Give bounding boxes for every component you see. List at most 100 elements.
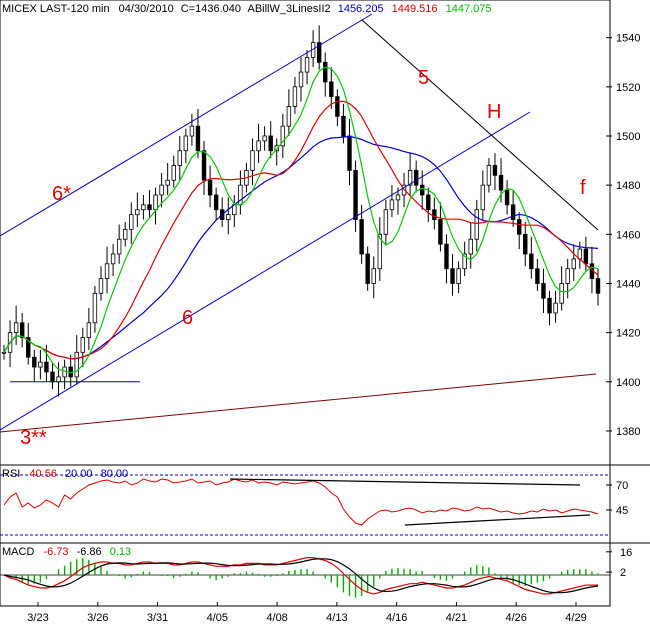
candle-body xyxy=(147,204,152,211)
candle-body xyxy=(498,174,504,191)
macd-value: -6.73 xyxy=(43,546,68,558)
candle-body xyxy=(486,165,492,186)
price-tick-label: 1380 xyxy=(616,426,640,438)
macd-signal-value: -6.86 xyxy=(77,546,102,558)
candle-body xyxy=(565,268,570,284)
ma-line-red xyxy=(3,100,599,360)
candle-body xyxy=(56,376,61,383)
x-tick-label: 4/29 xyxy=(565,612,586,624)
price-tick-label: 1480 xyxy=(616,180,640,192)
chart-date: 04/30/2010 xyxy=(119,3,174,15)
chart-title: MICEX LAST-120 min xyxy=(2,3,110,15)
candle-body xyxy=(341,115,346,137)
candle-body xyxy=(389,199,395,211)
x-tick-label: 3/31 xyxy=(147,612,168,624)
candle-body xyxy=(553,302,558,314)
rsi-low-level: 20.00 xyxy=(65,468,93,480)
candle-body xyxy=(207,179,213,196)
candle-body xyxy=(504,189,510,206)
indicator-value-green: 1447.075 xyxy=(446,3,492,15)
candle-body xyxy=(129,214,134,230)
x-tick-label: 4/26 xyxy=(506,612,527,624)
chart-header: MICEX LAST-120 min 04/30/2010 C=1436.040… xyxy=(2,3,492,15)
candle-body xyxy=(135,209,140,216)
candle-body xyxy=(98,278,104,294)
support-line xyxy=(0,373,597,433)
candle-body xyxy=(292,86,298,107)
candle-body xyxy=(371,268,376,284)
x-tick-label: 4/21 xyxy=(446,612,467,624)
x-tick-label: 4/08 xyxy=(266,612,287,624)
candle-body xyxy=(541,283,546,299)
candle-body xyxy=(298,71,304,88)
candle-body xyxy=(86,322,92,338)
candle-body xyxy=(413,170,419,186)
candle-body xyxy=(353,170,358,220)
candle-body xyxy=(395,194,401,201)
candle-body xyxy=(1,351,7,354)
rsi-layer xyxy=(0,474,610,536)
candle-body xyxy=(110,253,116,265)
ma-line-blue xyxy=(3,135,599,360)
price-tick-label: 1500 xyxy=(616,131,640,143)
price-layer xyxy=(0,13,601,433)
candle-body xyxy=(583,248,589,265)
candle-body xyxy=(213,194,219,211)
x-tick-label: 3/26 xyxy=(87,612,108,624)
candle-body xyxy=(165,179,170,186)
candle-body xyxy=(238,184,243,206)
candle-body xyxy=(92,292,98,324)
candle-body xyxy=(383,209,389,235)
candle-body xyxy=(432,209,437,220)
candle-body xyxy=(444,243,449,270)
x-tick-label: 4/05 xyxy=(207,612,228,624)
candle-body xyxy=(316,42,322,63)
candle-body xyxy=(595,278,601,294)
candle-body xyxy=(529,253,534,270)
channel-line-upper xyxy=(0,13,373,237)
rsi-trend-lower xyxy=(404,514,591,526)
annotation-5: 5 xyxy=(418,67,429,89)
annotation-6-star: 6* xyxy=(52,183,71,205)
macd-tick-label: 2 xyxy=(620,567,626,579)
candle-body xyxy=(183,135,189,152)
candle-body xyxy=(407,170,413,186)
candle-body xyxy=(426,194,431,211)
macd-layer xyxy=(0,557,610,598)
candle-body xyxy=(201,150,207,181)
candle-body xyxy=(19,322,25,338)
candle-body xyxy=(74,351,79,378)
rsi-header: RSI 40.56 20.00 80.00 xyxy=(2,468,128,480)
x-tick-label: 4/16 xyxy=(386,612,407,624)
candle-body xyxy=(523,233,528,255)
candle-body xyxy=(195,125,201,152)
macd-tick-label: 16 xyxy=(620,547,632,559)
candle-body xyxy=(50,371,55,383)
rsi-tick-label: 70 xyxy=(616,480,628,492)
candle-body xyxy=(256,140,261,152)
candle-body xyxy=(377,233,382,270)
candle-body xyxy=(462,253,467,270)
candle-body xyxy=(286,106,292,127)
x-tick-label: 4/13 xyxy=(326,612,347,624)
candle-body xyxy=(347,135,352,171)
candle-body xyxy=(280,125,286,147)
price-tick-label: 1420 xyxy=(616,328,640,340)
candle-body xyxy=(359,219,364,255)
candle-body xyxy=(116,238,122,255)
indicator-value-blue: 1456.205 xyxy=(338,3,384,15)
candle-body xyxy=(492,165,498,176)
price-tick-label: 1460 xyxy=(616,229,640,241)
candle-body xyxy=(571,258,576,270)
candle-body xyxy=(480,184,486,211)
price-panel-frame xyxy=(0,0,611,466)
candle-body xyxy=(420,184,425,196)
candle-body xyxy=(517,219,522,235)
candle-body xyxy=(468,238,473,255)
candle-body xyxy=(323,61,328,83)
macd-hist-value: 0.13 xyxy=(110,546,131,558)
channel-line-lower xyxy=(0,111,531,431)
rsi-value: 40.56 xyxy=(29,468,57,480)
candle-body xyxy=(44,361,49,373)
